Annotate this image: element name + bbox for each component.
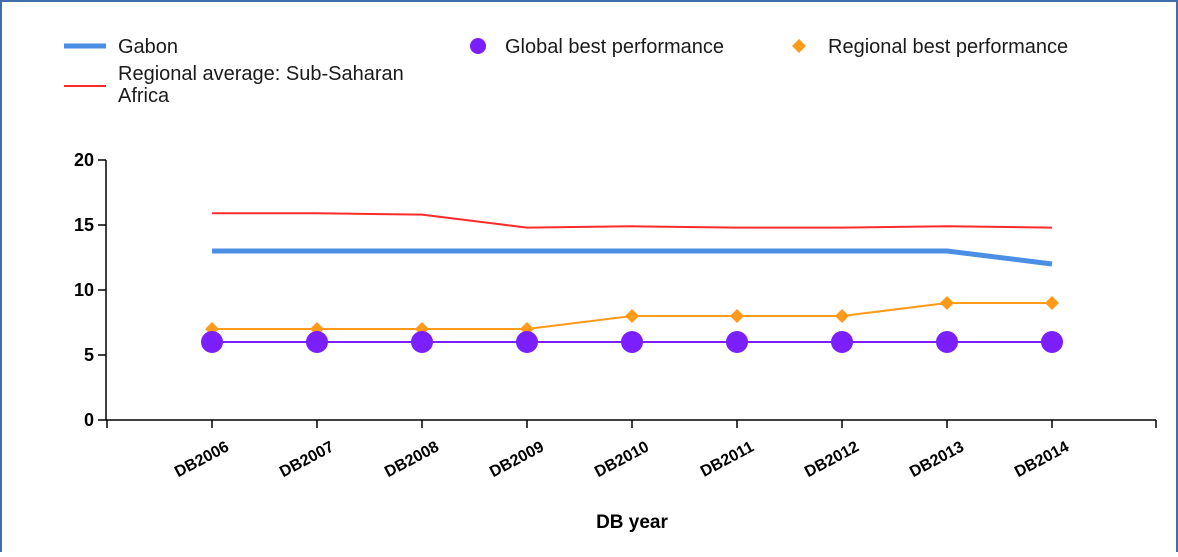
x-tick-label: DB2010 <box>592 438 652 481</box>
regional-best-point <box>835 309 849 323</box>
x-tick-label: DB2014 <box>1012 438 1072 481</box>
y-tick-label: 5 <box>84 345 94 365</box>
series-layer <box>201 212 1063 353</box>
regional-best-point <box>625 309 639 323</box>
global-best-point <box>726 331 748 353</box>
global-best-point <box>936 331 958 353</box>
x-tick-label: DB2007 <box>277 438 337 481</box>
legend-label-global-best: Global best performance <box>505 36 724 58</box>
legend-item-regional-best: Regional best performance <box>792 36 1068 58</box>
legend-item-global-best: Global best performance <box>470 36 724 58</box>
legend-label-regional-average-line2: Africa <box>118 85 170 107</box>
x-tick-label: DB2011 <box>698 438 757 480</box>
series-line-1 <box>212 212 1053 229</box>
global-best-point <box>306 331 328 353</box>
legend-label-gabon: Gabon <box>118 36 178 58</box>
legend-item-gabon: Gabon <box>64 36 178 58</box>
global-best-point <box>411 331 433 353</box>
global-best-point <box>516 331 538 353</box>
regional-best-point <box>940 296 954 310</box>
global-best-point <box>1041 331 1063 353</box>
y-tick-label: 20 <box>74 150 94 170</box>
x-tick-label: DB2013 <box>907 438 967 481</box>
global-best-point <box>831 331 853 353</box>
legend: Gabon Regional average: Sub-Saharan Afri… <box>64 36 1068 107</box>
series-line-0 <box>212 248 1053 267</box>
y-tick-label: 15 <box>74 215 94 235</box>
x-tick-label: DB2012 <box>802 438 862 481</box>
legend-swatch-global-best <box>470 38 486 54</box>
legend-item-regional-average: Regional average: Sub-Saharan Africa <box>64 63 404 107</box>
global-best-point <box>201 331 223 353</box>
x-tick-label: DB2008 <box>382 438 442 481</box>
y-tick-label: 10 <box>74 280 94 300</box>
regional-best-point <box>730 309 744 323</box>
x-axis-title: DB year <box>596 512 668 533</box>
y-tick-label: 0 <box>84 410 94 430</box>
y-ticks: 0 5 10 15 20 <box>74 150 106 430</box>
x-tick-label: DB2009 <box>487 438 547 481</box>
legend-swatch-regional-best <box>792 39 806 53</box>
x-ticks: DB2006 DB2007 DB2008 DB2009 DB2010 DB2011 DB20… <box>106 420 1157 481</box>
legend-label-regional-average-line1: Regional average: Sub-Saharan <box>118 63 404 85</box>
global-best-point <box>621 331 643 353</box>
regional-best-point <box>1045 296 1059 310</box>
legend-label-regional-best: Regional best performance <box>828 36 1068 58</box>
x-tick-label: DB2006 <box>172 438 232 481</box>
